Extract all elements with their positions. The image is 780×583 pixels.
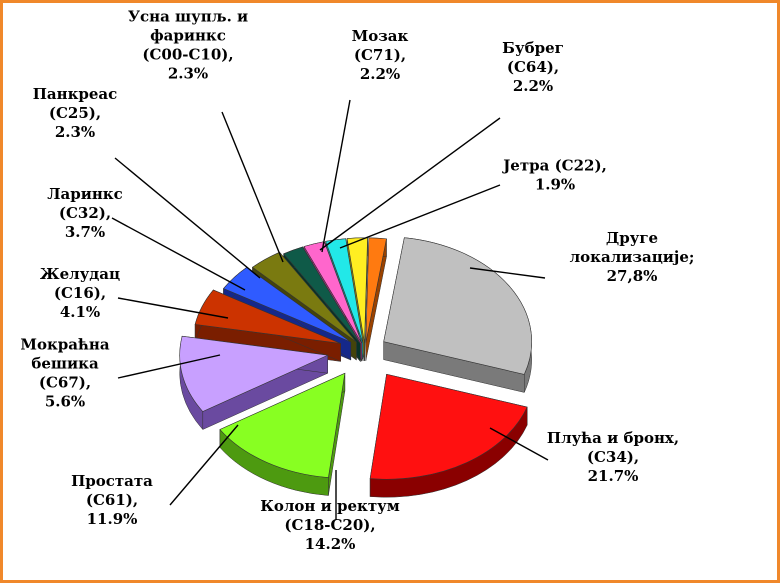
pie-slice (369, 373, 528, 480)
slice-label-line: (C34), (587, 448, 639, 466)
slice-label-line: (C25), (49, 104, 101, 122)
leader-line (339, 184, 501, 249)
pie-slice (365, 237, 387, 343)
slice-label-line: Бубрег (502, 39, 564, 57)
slice-label-line: Простата (71, 472, 153, 490)
leader-line (321, 99, 351, 253)
slice-label-line: Колон и ректум (260, 497, 400, 515)
pie-slice (283, 246, 361, 344)
slice-label: Мозак (C71), 2.2% (352, 27, 409, 83)
slice-label-line: (C18-C20), (284, 516, 375, 534)
slice-label-line: (C64), (507, 58, 559, 76)
slice-label-line: 1.9% (535, 176, 575, 194)
slice-label-line: 2.3% (55, 123, 95, 141)
slice-label-line: 27,8% (607, 267, 658, 285)
pie-slice (194, 289, 341, 344)
leader-line (117, 297, 229, 319)
slice-label-line: локализације; (570, 248, 695, 266)
slice-label-line: (C67), (39, 374, 91, 392)
slice-label: Плућа и бронх, (C34), 21.7% (547, 429, 679, 485)
leader-line (319, 117, 501, 251)
slice-label-line: 5.6% (45, 393, 85, 411)
leader-line (114, 157, 261, 279)
leader-line (221, 111, 284, 263)
slice-label-line: 11.9% (87, 510, 138, 528)
leader-line (169, 424, 239, 506)
slice-label-line: (C61), (86, 491, 138, 509)
slice-label-line: Усна шупљ. и (128, 8, 248, 26)
slice-label: Желудац (C16), 4.1% (40, 265, 120, 321)
slice-label-line: Ларинкс (47, 185, 123, 203)
slice-label-line: (C16), (54, 284, 106, 302)
slice-label-line: (C32), (59, 204, 111, 222)
slice-label-line: Мокраћна (20, 336, 110, 354)
slice-label-line: 2.2% (360, 65, 400, 83)
slice-label: Усна шупљ. и фаринкс (C00-C10), 2.3% (128, 8, 248, 83)
pie-slice (325, 238, 364, 344)
slice-label: Друге локализације; 27,8% (570, 229, 695, 285)
slice-label: Панкреас (C25), 2.3% (33, 85, 118, 141)
slice-label: Јетра (C22), 1.9% (501, 157, 607, 194)
pie-slice (179, 335, 329, 412)
slice-labels: Друге локализације; 27,8%Плућа и бронх, (C3… (20, 8, 694, 554)
slice-label-line: 14.2% (305, 535, 356, 553)
leader-lines (111, 99, 549, 520)
slice-label-line: (C71), (354, 46, 406, 64)
slice-label: Колон и ректум (C18-C20), 14.2% (260, 497, 400, 553)
leader-line (111, 217, 246, 291)
leader-line (117, 354, 221, 379)
slice-label-line: Јетра (C22), (501, 157, 607, 175)
slice-label: Простата (C61), 11.9% (71, 472, 153, 528)
slice-label-line: 3.7% (65, 223, 105, 241)
slice-label-line: Желудац (40, 265, 120, 283)
slice-label-line: 2.3% (168, 65, 208, 83)
slice-label-line: фаринкс (150, 27, 226, 45)
slice-label: Ларинкс (C32), 3.7% (47, 185, 123, 241)
slice-label-line: Друге (606, 229, 658, 247)
slice-label-line: Плућа и бронх, (547, 429, 679, 447)
slice-label-line: 2.2% (513, 77, 553, 95)
pie-slice (219, 372, 346, 478)
slice-label-line: Панкреас (33, 85, 118, 103)
slice-label-line: 21.7% (588, 467, 639, 485)
pie-slice (383, 237, 532, 375)
slice-label: Мокраћна бешика (C67), 5.6% (20, 336, 110, 411)
slice-tops (179, 237, 532, 480)
slice-label-line: (C00-C10), (142, 46, 233, 64)
slice-label-line: 4.1% (60, 303, 100, 321)
slice-label-line: Мозак (352, 27, 409, 45)
slice-label: Бубрег (C64), 2.2% (502, 39, 564, 95)
leader-line (469, 267, 546, 279)
leader-line (489, 427, 549, 461)
slice-label-line: бешика (31, 355, 99, 373)
